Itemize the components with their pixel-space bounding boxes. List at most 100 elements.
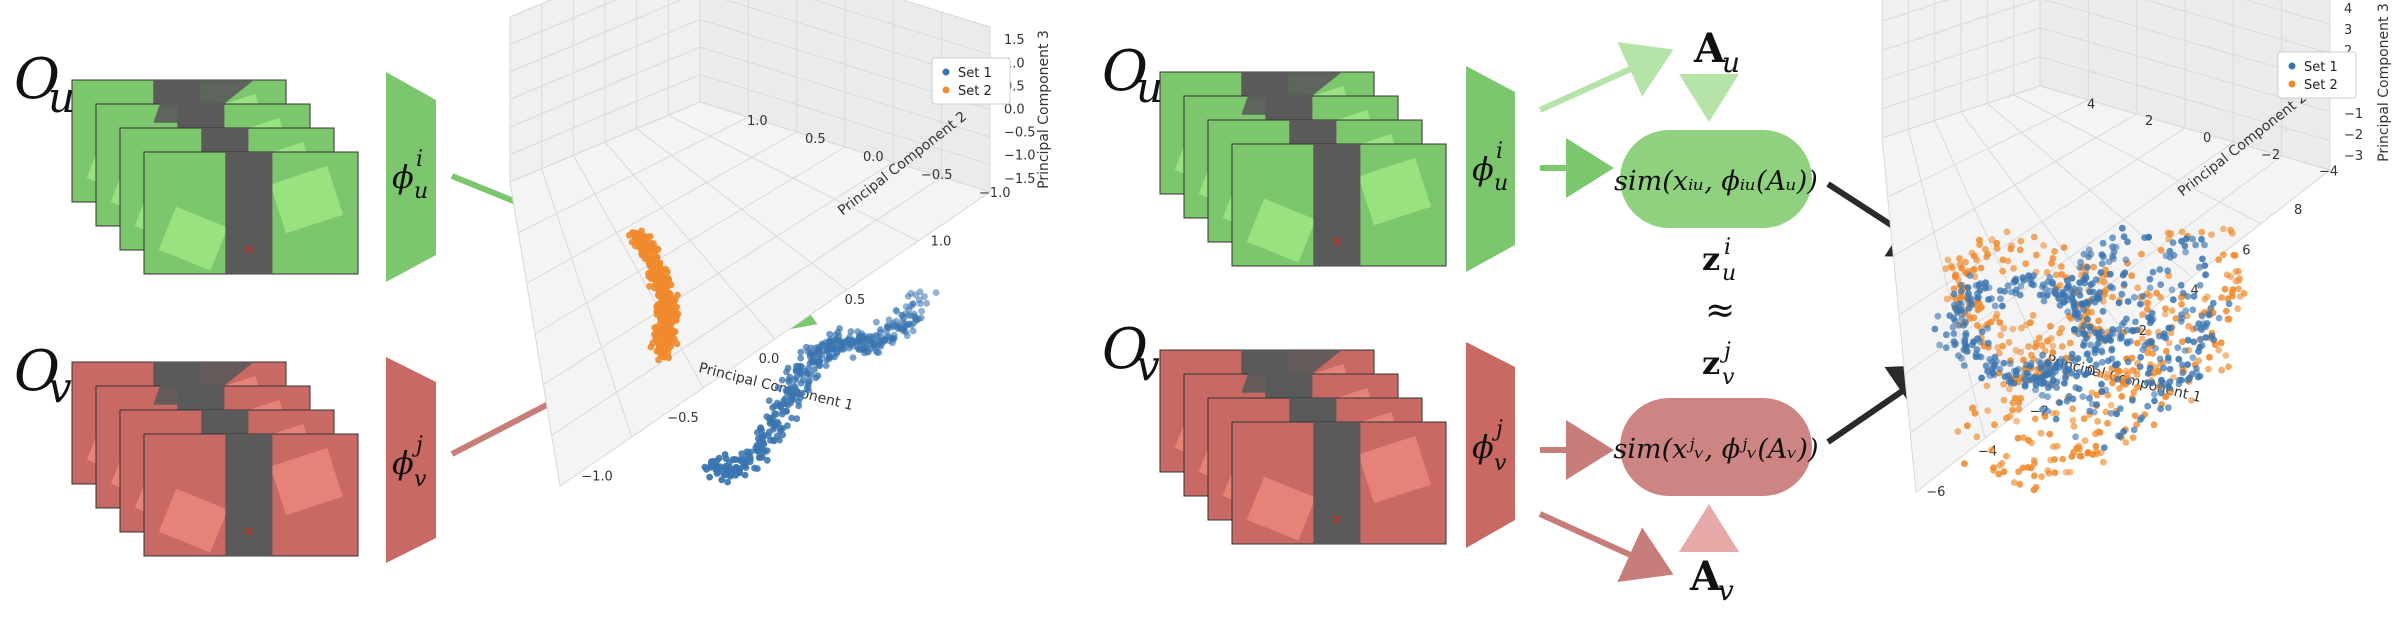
y-tick-label: −1.0 [979, 186, 1011, 201]
set1-point [2072, 384, 2080, 391]
set1-point [787, 396, 795, 403]
set1-point [2170, 251, 2178, 259]
set1-point [832, 338, 840, 346]
set1-point [918, 307, 926, 315]
set1-point [759, 435, 766, 443]
set1-point [2032, 381, 2040, 389]
right-obs-u-label: O [1102, 39, 1148, 104]
set2-point [2022, 260, 2030, 268]
set2-point [2224, 295, 2232, 303]
set2-point [2041, 413, 2049, 420]
set1-point [2189, 235, 2197, 243]
set1-point [1949, 323, 1957, 331]
set2-point [2129, 434, 2137, 442]
set2-point [2165, 339, 2173, 347]
set1-point [867, 338, 874, 345]
set1-point [1996, 365, 2004, 373]
set2-point [2053, 271, 2060, 279]
set1-point [2037, 360, 2045, 367]
set2-point [2000, 324, 2008, 332]
set1-point [1931, 325, 1939, 333]
set1-point [2198, 342, 2206, 349]
set2-point [657, 350, 664, 357]
set2-point [2138, 250, 2145, 258]
set1-point [2099, 307, 2107, 315]
set1-point [2076, 286, 2084, 294]
set1-point [1958, 315, 1966, 322]
set2-point [2208, 231, 2215, 239]
set1-point [923, 299, 931, 307]
y-tick-label: 2 [2145, 114, 2153, 129]
left-obs-u-sub: u [48, 73, 75, 122]
set1-point [2065, 281, 2072, 289]
set1-point [763, 447, 771, 454]
x-tick-label: −4 [1978, 445, 1997, 460]
set1-point [834, 328, 842, 336]
set1-point [2011, 276, 2019, 284]
set1-point [2113, 410, 2121, 418]
left-encoder-v [386, 357, 436, 563]
arrow-encoder-u-to-action-u [1538, 42, 1674, 113]
set2-point [2062, 468, 2070, 476]
set1-point [2129, 396, 2136, 404]
set2-point [2080, 415, 2088, 423]
set1-point [2083, 264, 2091, 271]
set1-point [2012, 367, 2020, 375]
set1-point [2208, 332, 2216, 340]
set2-point [674, 310, 682, 318]
set2-point [1993, 244, 2001, 252]
set2-point [2095, 317, 2103, 325]
set1-point [2087, 341, 2094, 349]
set1-point [2125, 378, 2133, 385]
set1-point [2108, 355, 2116, 363]
x-tick-label: −0.5 [667, 411, 699, 426]
set2-point [652, 279, 660, 287]
set1-point [2184, 293, 2192, 300]
set1-point [2074, 309, 2082, 317]
set1-point [2076, 279, 2084, 286]
set1-point [2070, 285, 2078, 293]
action-u-sub: u [1722, 46, 1740, 79]
set2-point [2009, 325, 2017, 333]
set2-point [1995, 470, 2003, 478]
right-green-frame-stack: ✕ [1159, 71, 1447, 267]
set2-point [2049, 443, 2057, 450]
set1-point [758, 453, 766, 461]
set2-point [1996, 349, 2003, 357]
set1-point [2115, 299, 2123, 307]
set2-point [643, 234, 651, 242]
left-encoder-u-symbol: ϕ [392, 158, 414, 196]
set1-point [816, 358, 824, 365]
x-tick-label: −1.0 [581, 470, 613, 485]
set2-point [2015, 405, 2023, 413]
set2-point [2217, 339, 2225, 347]
set1-point [2198, 235, 2205, 243]
set1-point [2114, 375, 2122, 383]
left-3d-scatter-plot: −1.0−0.50.00.51.0−1.0−0.50.00.51.0−1.5−1… [509, 0, 1052, 487]
set2-point [1969, 404, 1977, 412]
set2-point [2162, 305, 2169, 312]
set1-point [2092, 361, 2100, 369]
set1-point [2190, 338, 2198, 346]
set1-point [741, 471, 749, 479]
set1-point [2064, 308, 2072, 316]
set2-point [2003, 452, 2010, 460]
left-obs-v-sub: v [48, 363, 72, 412]
sim-v-text: sim(xʲᵥ, ϕʲᵥ(Aᵥ)) [1614, 434, 1819, 465]
set1-point [2044, 407, 2051, 415]
set2-point [2030, 472, 2038, 480]
set2-point [633, 235, 641, 243]
set1-point [2075, 368, 2083, 376]
set1-point [2146, 284, 2154, 292]
set2-point [2131, 412, 2139, 420]
set1-point [1950, 290, 1958, 298]
set2-point [2035, 334, 2043, 342]
set1-point [2151, 390, 2158, 398]
set2-point [2011, 394, 2019, 402]
set1-point [2189, 354, 2197, 362]
set2-point [1999, 267, 2007, 275]
set1-point [797, 379, 805, 387]
set2-point [2172, 315, 2180, 322]
set1-point [2209, 299, 2217, 307]
set1-point [2123, 338, 2131, 346]
